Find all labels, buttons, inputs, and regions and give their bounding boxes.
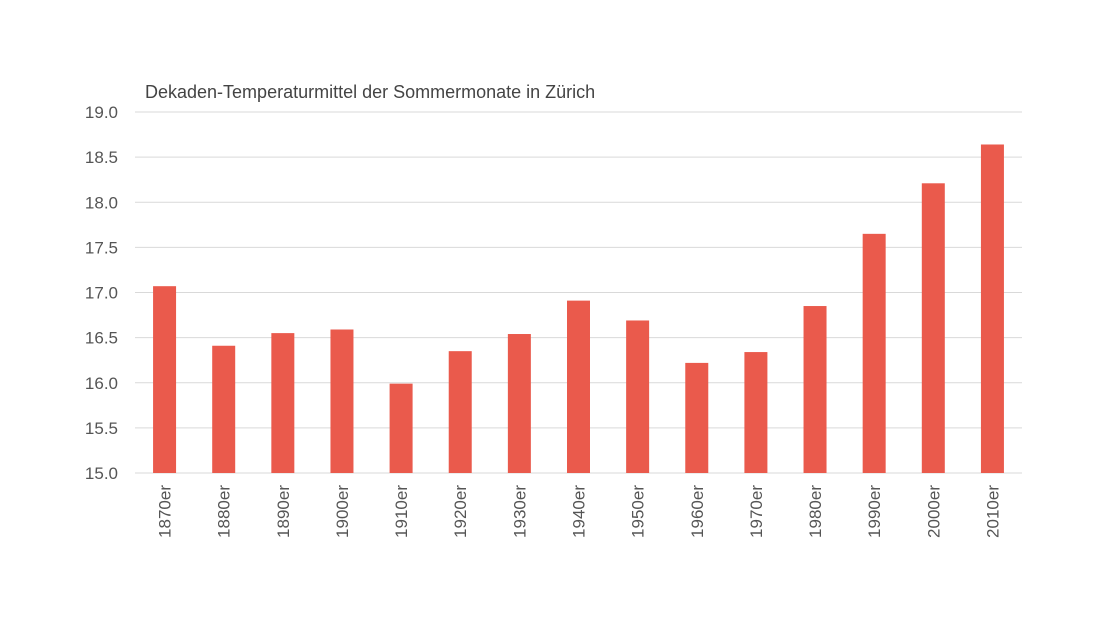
bar-1890er	[271, 333, 295, 473]
y-tick-label: 16.5	[85, 329, 118, 348]
x-category-label: 1980er	[806, 485, 825, 538]
x-category-label: 1930er	[510, 485, 529, 538]
y-tick-label: 19.0	[85, 103, 118, 122]
y-tick-label: 15.0	[85, 464, 118, 483]
bar-1970er	[744, 352, 768, 473]
x-category-label: 1940er	[570, 485, 589, 538]
bar-2000er	[921, 183, 945, 474]
x-category-label: 1960er	[688, 485, 707, 538]
bars	[153, 144, 1004, 474]
x-category-label: 1990er	[865, 485, 884, 538]
x-category-label: 1880er	[215, 485, 234, 538]
y-tick-label: 18.0	[85, 193, 118, 212]
y-tick-label: 18.5	[85, 148, 118, 167]
x-category-label: 1900er	[333, 485, 352, 538]
bar-1990er	[862, 233, 886, 473]
bar-1960er	[685, 362, 709, 473]
bar-1880er	[212, 345, 236, 473]
bar-1980er	[803, 306, 827, 473]
bar-1940er	[567, 300, 590, 473]
x-category-label: 1970er	[747, 485, 766, 538]
x-category-label: 2010er	[983, 485, 1002, 538]
bar-1900er	[330, 329, 354, 473]
bar-1920er	[448, 351, 472, 473]
y-tick-label: 15.5	[85, 419, 118, 438]
x-axis-category-labels: 1870er 1880er 1890er 1900er 1910er 1920er 1930…	[156, 485, 1003, 538]
bar-1930er	[507, 334, 531, 473]
x-category-label: 1890er	[274, 485, 293, 538]
bar-1950er	[626, 320, 650, 473]
x-category-label: 1910er	[392, 485, 411, 538]
y-tick-label: 17.5	[85, 238, 118, 257]
chart-title: Dekaden-Temperaturmittel der Sommermonat…	[145, 82, 596, 102]
y-tick-label: 17.0	[85, 284, 118, 303]
x-category-label: 2000er	[924, 485, 943, 538]
y-tick-label: 16.0	[85, 374, 118, 393]
x-category-label: 1950er	[629, 485, 648, 538]
bar-1910er	[389, 383, 413, 473]
y-axis-tick-labels: 15.0 15.5 16.0 16.5 17.0 17.5 18.0 18.5 19.0	[85, 103, 118, 483]
x-category-label: 1870er	[156, 485, 175, 538]
x-category-label: 1920er	[451, 485, 470, 538]
bar-1870er	[153, 286, 177, 473]
bar-2010er	[980, 144, 1004, 474]
